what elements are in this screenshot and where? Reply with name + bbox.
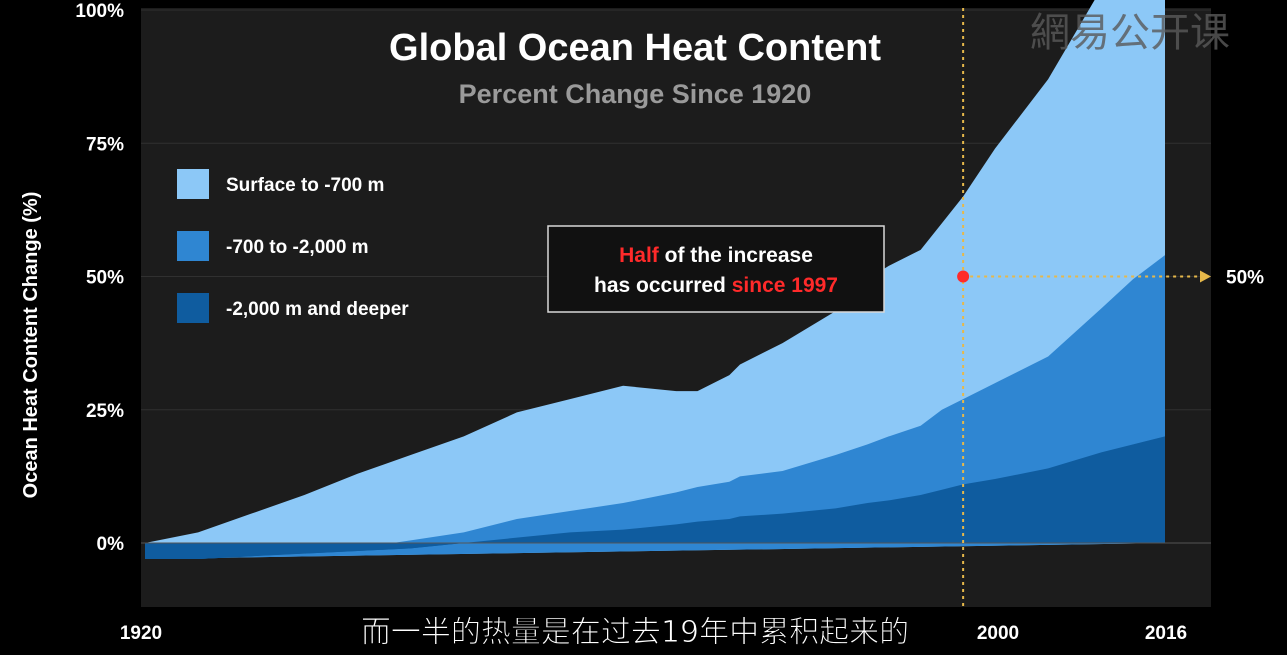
x-tick-label: 1920 [120,623,162,644]
chart-subtitle: Percent Change Since 1920 [459,79,812,109]
watermark: 網易公开课 [1030,10,1230,56]
half-marker-dot [957,270,970,283]
legend-deep-label: -2,000 m and deeper [226,299,409,320]
guides: 50% [957,8,1264,607]
x-tick-label: 2000 [977,623,1019,644]
area-surface [145,0,1165,559]
legend-mid-swatch [177,231,209,261]
chart-title: Global Ocean Heat Content [389,27,881,69]
guide-arrowhead [1200,270,1211,283]
annotation-box: Half of the increase has occurred since … [547,225,885,313]
y-tick-label: 50% [86,268,124,289]
tick-labels: 0% 25% 50% 75% 100% 1920 2000 2016 [75,1,1187,644]
y-tick-label: 75% [86,134,124,155]
legend-surface-swatch [177,169,209,199]
legend-deep-swatch [177,293,209,323]
area-mid [145,255,1165,559]
x-tick-label: 2016 [1145,623,1187,644]
legend-mid-label: -700 to -2,000 m [226,237,369,258]
legend: Surface to -700 m -700 to -2,000 m -2,000 … [177,169,409,323]
annotation-line-1: Half of the increase [619,244,813,267]
area-deep-negative [145,543,1165,559]
y-axis-label: Ocean Heat Content Change (%) [20,192,42,499]
guide-label-50: 50% [1226,268,1264,289]
y-tick-label: 100% [75,1,124,22]
y-tick-label: 25% [86,401,124,422]
legend-surface-label: Surface to -700 m [226,175,384,196]
stacked-areas [145,0,1165,559]
caption-subtitle: 而一半的热量是在过去19年中累积起来的 [361,615,909,650]
annotation-line-2: has occurred since 1997 [594,274,838,297]
y-tick-label: 0% [97,534,125,555]
area-deep [145,436,1165,559]
